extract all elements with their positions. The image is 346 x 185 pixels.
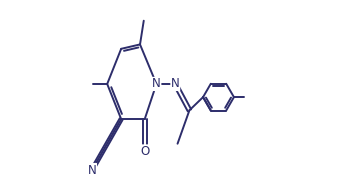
Text: N: N: [152, 78, 161, 90]
Text: O: O: [140, 145, 149, 158]
Text: N: N: [171, 78, 180, 90]
Text: N: N: [88, 164, 97, 176]
